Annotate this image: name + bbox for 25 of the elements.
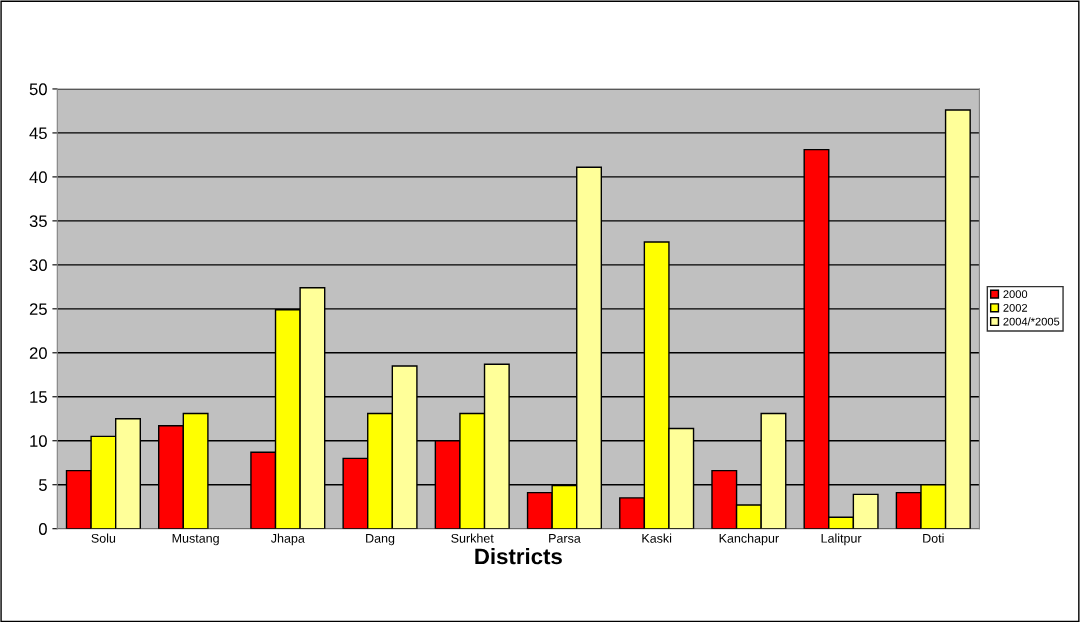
y-tick-label: 50	[29, 83, 47, 96]
x-tick-label: Kaski	[642, 533, 672, 543]
y-tick-label: 45	[29, 127, 47, 140]
x-axis-title: Districts	[475, 547, 562, 565]
y-tick-label: 30	[29, 259, 47, 272]
y-tick-label: 40	[29, 171, 47, 184]
y-tick-label: 5	[38, 479, 47, 491]
x-tick-label: Lalitpur	[821, 533, 862, 546]
x-tick-label: Doti	[923, 533, 944, 543]
y-tick-label: 25	[29, 303, 47, 316]
y-tick-label: 20	[29, 347, 47, 359]
x-tick-label: Solu	[91, 533, 116, 543]
y-tick-label: 0	[38, 523, 47, 535]
x-tick-label: Kanchapur	[719, 533, 779, 546]
legend-label: 2004/*2005	[1003, 317, 1060, 326]
x-tick-label: Mustang	[172, 534, 219, 546]
x-tick-label: Jhapa	[270, 533, 305, 546]
y-tick-label: 10	[30, 435, 47, 447]
y-tick-label: 35	[29, 215, 47, 228]
legend-label: 2002	[1003, 303, 1028, 312]
y-tick-label: 15	[30, 391, 47, 403]
legend-label: 2000	[1003, 290, 1028, 299]
x-tick-label: Parsa	[549, 534, 581, 543]
x-tick-label: Surkhet	[451, 533, 494, 543]
x-tick-label: Dang	[366, 534, 395, 546]
